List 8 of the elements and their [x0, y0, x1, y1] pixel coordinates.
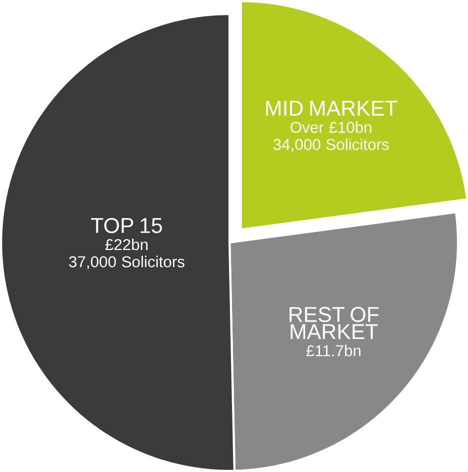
- text: 37,000 Solicitors: [68, 256, 184, 270]
- text: 34,000 Solicitors: [273, 138, 389, 152]
- slice-label: REST OF MARKET: [289, 306, 378, 340]
- data-label: £11.7bn: [306, 344, 360, 356]
- data-label: £22bn: [105, 238, 148, 250]
- data-label: Over £10bn: [290, 121, 372, 133]
- slice-label: TOP 15: [90, 218, 162, 234]
- slice-label: MID MARKET: [266, 100, 398, 116]
